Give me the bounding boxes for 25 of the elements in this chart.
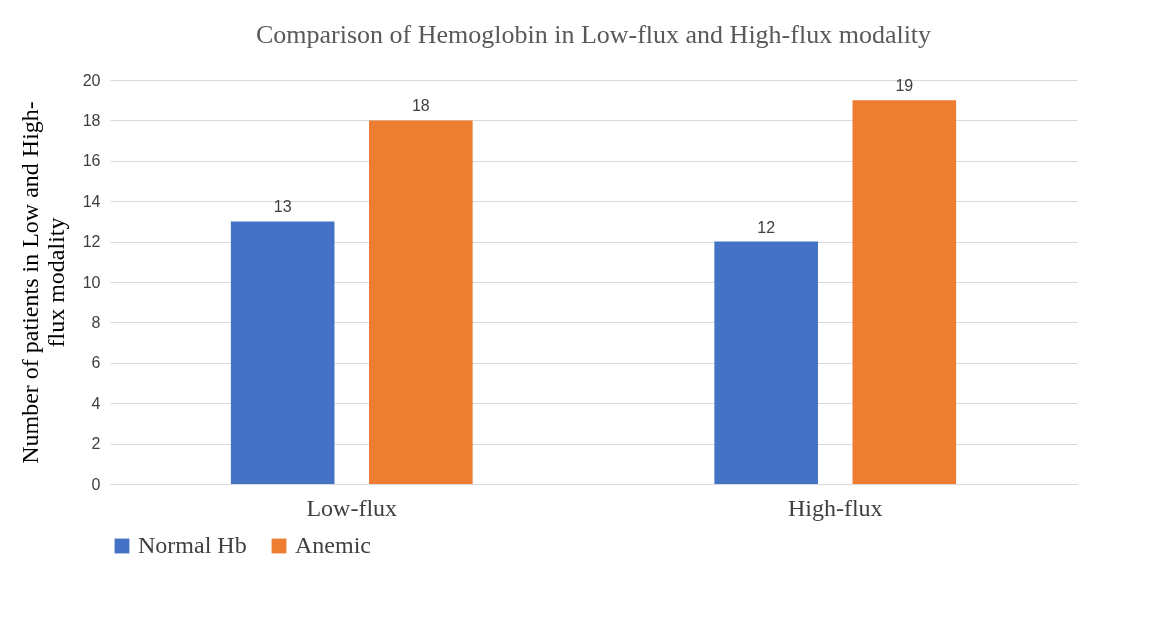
y-tick-label: 6 <box>91 354 101 372</box>
data-label: 12 <box>757 218 776 236</box>
y-axis-title: Number of patients in Low and High-flux modality <box>16 101 69 464</box>
x-tick-label: High-flux <box>787 494 883 521</box>
y-tick-label: 20 <box>82 71 101 89</box>
y-tick-label: 12 <box>82 233 101 251</box>
legend-label: Normal Hb <box>138 532 247 558</box>
bar <box>852 100 957 484</box>
y-tick-label: 16 <box>82 152 101 170</box>
y-tick-label: 10 <box>82 273 101 291</box>
y-tick-label: 0 <box>91 475 101 493</box>
y-tick-label: 14 <box>82 192 101 210</box>
bar <box>230 221 335 484</box>
y-tick-label: 4 <box>91 394 101 412</box>
y-tick-label: 8 <box>91 313 101 331</box>
y-tick-label: 18 <box>82 111 101 129</box>
data-label: 19 <box>895 77 914 95</box>
data-label: 18 <box>411 97 430 115</box>
x-tick-label: Low-flux <box>306 494 398 521</box>
legend-label: Anemic <box>295 532 371 558</box>
data-label: 13 <box>273 198 292 216</box>
chart-title: Comparison of Hemoglobin in Low-flux and High-flux modality <box>255 20 932 49</box>
bar <box>369 120 473 484</box>
y-tick-label: 2 <box>91 435 101 453</box>
bar <box>714 241 818 484</box>
